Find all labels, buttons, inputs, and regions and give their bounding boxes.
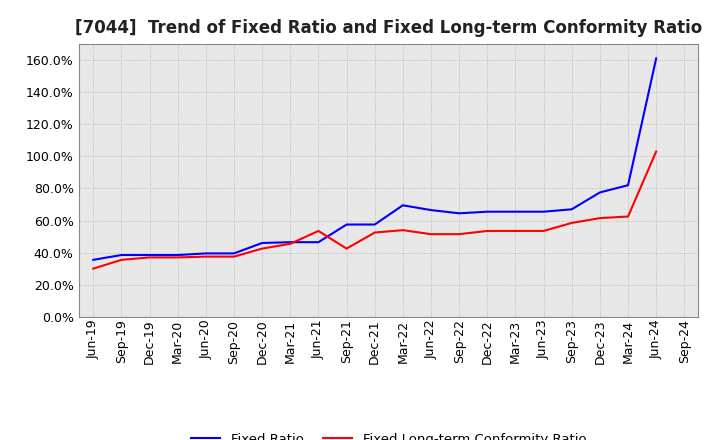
Fixed Ratio	[174, 253, 182, 258]
Fixed Long-term Conformity Ratio	[314, 228, 323, 234]
Title: [7044]  Trend of Fixed Ratio and Fixed Long-term Conformity Ratio: [7044] Trend of Fixed Ratio and Fixed Lo…	[75, 19, 703, 37]
Fixed Long-term Conformity Ratio	[286, 241, 294, 246]
Fixed Long-term Conformity Ratio	[145, 255, 154, 260]
Fixed Long-term Conformity Ratio	[455, 231, 464, 237]
Fixed Ratio	[314, 239, 323, 245]
Fixed Long-term Conformity Ratio	[89, 266, 98, 271]
Fixed Long-term Conformity Ratio	[399, 227, 408, 233]
Fixed Ratio	[89, 257, 98, 263]
Fixed Ratio	[399, 203, 408, 208]
Fixed Long-term Conformity Ratio	[652, 149, 660, 154]
Fixed Ratio	[145, 253, 154, 258]
Fixed Long-term Conformity Ratio	[370, 230, 379, 235]
Fixed Long-term Conformity Ratio	[511, 228, 520, 234]
Fixed Ratio	[342, 222, 351, 227]
Fixed Ratio	[483, 209, 492, 214]
Fixed Long-term Conformity Ratio	[174, 255, 182, 260]
Fixed Ratio	[202, 251, 210, 256]
Fixed Ratio	[624, 183, 632, 188]
Fixed Long-term Conformity Ratio	[117, 257, 126, 263]
Legend: Fixed Ratio, Fixed Long-term Conformity Ratio: Fixed Ratio, Fixed Long-term Conformity …	[186, 427, 592, 440]
Fixed Ratio	[511, 209, 520, 214]
Fixed Long-term Conformity Ratio	[427, 231, 436, 237]
Fixed Long-term Conformity Ratio	[539, 228, 548, 234]
Fixed Ratio	[117, 253, 126, 258]
Fixed Ratio	[286, 239, 294, 245]
Fixed Ratio	[370, 222, 379, 227]
Fixed Long-term Conformity Ratio	[567, 220, 576, 226]
Fixed Ratio	[230, 251, 238, 256]
Fixed Long-term Conformity Ratio	[342, 246, 351, 251]
Fixed Long-term Conformity Ratio	[624, 214, 632, 219]
Fixed Ratio	[427, 207, 436, 213]
Line: Fixed Long-term Conformity Ratio: Fixed Long-term Conformity Ratio	[94, 151, 656, 269]
Line: Fixed Ratio: Fixed Ratio	[94, 59, 656, 260]
Fixed Ratio	[258, 240, 266, 246]
Fixed Ratio	[595, 190, 604, 195]
Fixed Long-term Conformity Ratio	[202, 254, 210, 259]
Fixed Long-term Conformity Ratio	[483, 228, 492, 234]
Fixed Ratio	[567, 207, 576, 212]
Fixed Ratio	[539, 209, 548, 214]
Fixed Ratio	[652, 56, 660, 61]
Fixed Long-term Conformity Ratio	[258, 246, 266, 251]
Fixed Long-term Conformity Ratio	[595, 216, 604, 221]
Fixed Ratio	[455, 211, 464, 216]
Fixed Long-term Conformity Ratio	[230, 254, 238, 259]
